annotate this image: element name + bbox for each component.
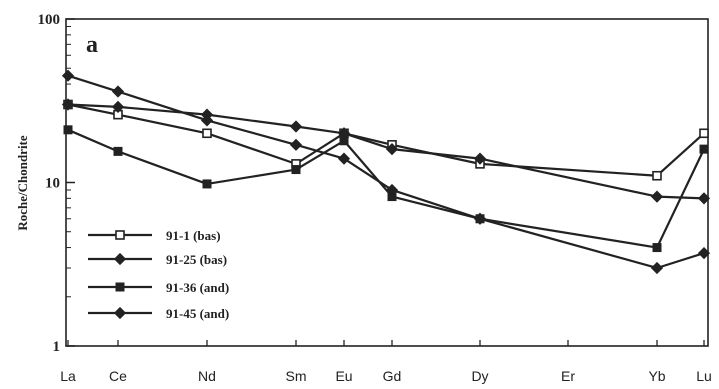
legend-label: 91-25 (bas) [166, 252, 227, 267]
x-tick-label-yb: Yb [648, 368, 665, 384]
x-tick-label-eu: Eu [335, 368, 352, 384]
data-point [650, 261, 664, 275]
x-tick-label-gd: Gd [383, 368, 402, 384]
data-point [337, 152, 351, 165]
data-point [339, 136, 349, 146]
y-tick-label: 100 [38, 12, 61, 28]
y-tick-label: 1 [53, 339, 61, 355]
x-tick-label-lu: Lu [696, 368, 712, 384]
legend-label: 91-36 (and) [166, 280, 229, 295]
legend-label: 91-1 (bas) [166, 228, 221, 243]
series-layer [61, 69, 711, 275]
x-tick-label-la: La [60, 368, 76, 384]
x-axis: La Ce Nd Sm Eu Gd Dy Er Yb Lu [60, 340, 712, 384]
series-3 [63, 125, 709, 253]
y-tick-label: 10 [45, 176, 60, 192]
data-point [61, 69, 75, 82]
x-tick-label-er: Er [561, 368, 575, 384]
y-axis-label: Roche/Chondrite [15, 135, 30, 231]
legend-marker [115, 230, 125, 240]
legend-item-3: 91-36 (and) [88, 280, 229, 295]
x-tick-label-dy: Dy [471, 368, 488, 384]
data-point [652, 243, 662, 253]
data-point [61, 98, 75, 111]
data-point [385, 183, 399, 197]
x-tick-label-ce: Ce [109, 368, 127, 384]
plot-frame [65, 18, 709, 347]
data-point [697, 192, 711, 205]
x-tick-label-sm: Sm [286, 368, 307, 384]
legend-item-4: 91-45 (and) [88, 306, 229, 321]
y-axis: 1 10 100 [38, 12, 75, 355]
data-point [289, 120, 303, 133]
data-point [385, 143, 399, 156]
data-point [697, 246, 711, 260]
data-point [113, 146, 123, 156]
data-point [63, 125, 73, 135]
panel-label: a [86, 32, 98, 58]
legend-marker [115, 282, 125, 292]
series-4 [61, 69, 711, 275]
data-point [699, 128, 709, 139]
legend-item-2: 91-25 (bas) [88, 252, 227, 267]
data-point [289, 138, 303, 151]
data-point [111, 85, 125, 98]
data-point [200, 114, 214, 127]
series-line [67, 103, 705, 200]
data-point [202, 179, 212, 189]
legend-item-1: 91-1 (bas) [88, 228, 221, 243]
legend-label: 91-45 (and) [166, 306, 229, 321]
data-point [473, 152, 487, 165]
x-tick-label-nd: Nd [198, 368, 216, 384]
data-point [652, 170, 662, 181]
legend: 91-1 (bas) 91-25 (bas) 91-36 (and) 91-45 (a… [88, 228, 229, 321]
data-point [699, 144, 709, 154]
data-point [291, 165, 301, 175]
data-point [473, 212, 487, 225]
series-line [67, 103, 705, 177]
legend-marker [113, 252, 127, 266]
data-point [111, 100, 125, 114]
data-point [202, 128, 212, 139]
legend-marker [113, 306, 127, 320]
data-point [650, 190, 664, 203]
